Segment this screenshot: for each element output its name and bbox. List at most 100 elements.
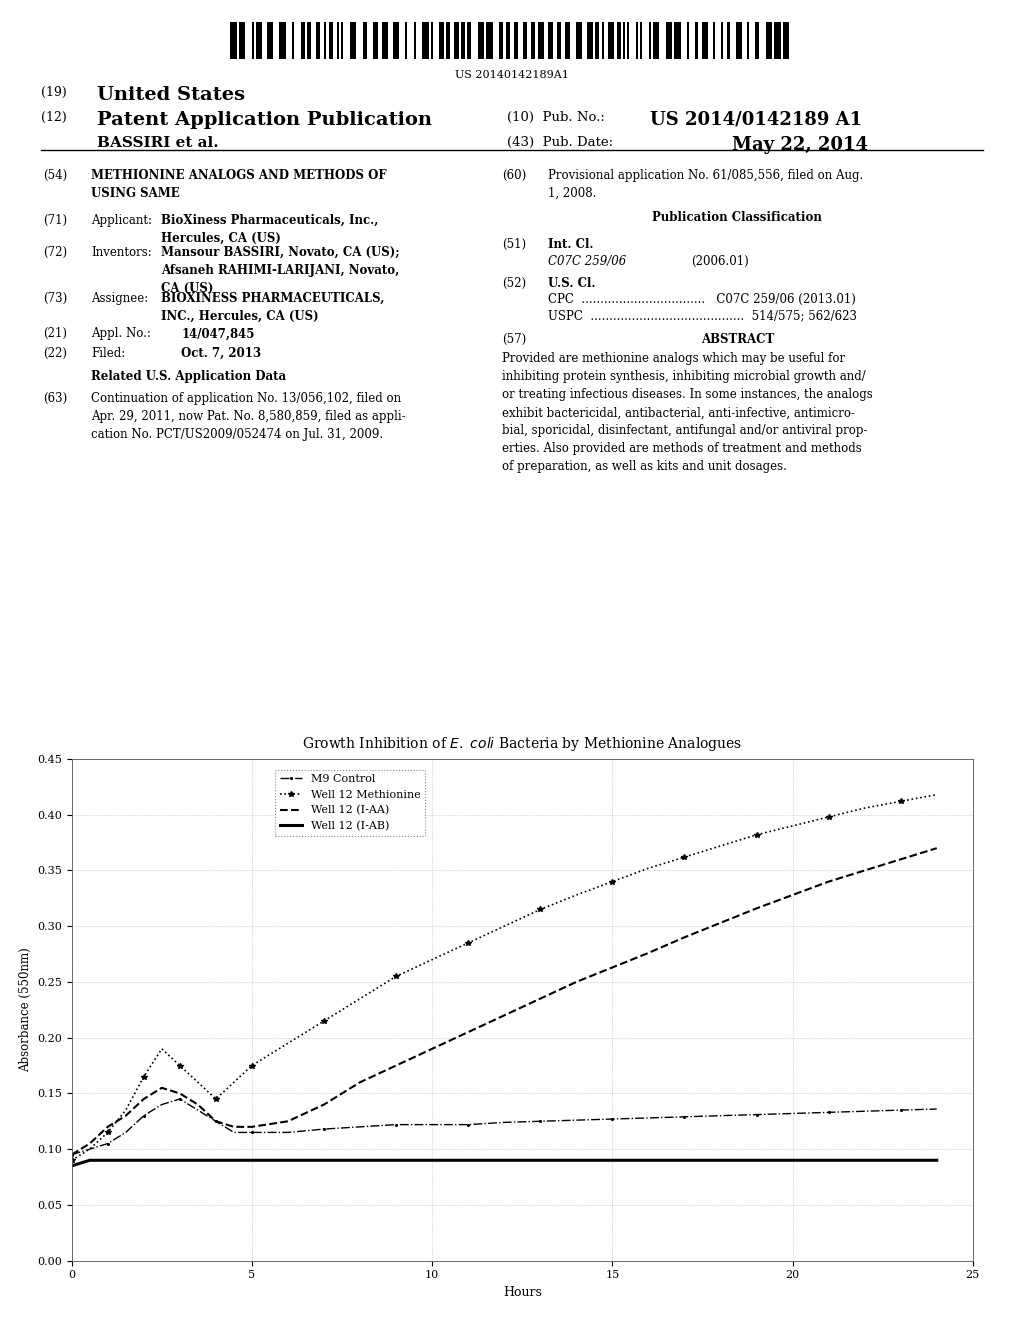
Bar [746,22,749,59]
M9 Control [120,1125,132,1140]
Bar [506,22,510,59]
Well 12 (I-AA) [858,862,870,878]
Bar [766,22,772,59]
Well 12 (I-AA) [462,1024,474,1040]
Well 12 (I-AB) [210,1152,222,1168]
Text: (71): (71) [43,214,68,227]
Well 12 (I-AA) [156,1080,168,1096]
Text: CPC  .................................   C07C 259/06 (2013.01): CPC ................................. C0… [548,293,856,306]
Bar [652,22,659,59]
Well 12 (I-AA) [822,874,835,890]
M9 Control [462,1117,474,1133]
Well 12 Methionine [426,952,438,968]
Well 12 Methionine [642,861,654,876]
Bar [616,22,621,59]
Line: M9 Control: M9 Control [70,1097,938,1156]
Bar [565,22,569,59]
Text: (2006.01): (2006.01) [691,255,749,268]
Text: (22): (22) [43,347,67,360]
Well 12 Methionine [354,991,367,1007]
Bar [736,22,742,59]
Well 12 Methionine [570,887,583,903]
M9 Control [317,1121,330,1137]
M9 Control [66,1147,78,1163]
Well 12 (I-AA) [535,991,547,1007]
Well 12 Methionine [191,1074,204,1090]
Bar [478,22,484,59]
Text: (57): (57) [502,333,526,346]
Line: Well 12 (I-AB): Well 12 (I-AB) [72,1160,937,1166]
Line: Well 12 Methionine: Well 12 Methionine [69,792,940,1163]
Well 12 Methionine [715,838,727,854]
Well 12 (I-AA) [210,1113,222,1129]
Text: BIOXINESS PHARMACEUTICALS,
INC., Hercules, CA (US): BIOXINESS PHARMACEUTICALS, INC., Hercule… [161,292,384,322]
Well 12 (I-AA) [174,1085,186,1101]
M9 Control [191,1102,204,1118]
Bar [307,22,311,59]
M9 Control [642,1110,654,1126]
Bar [362,22,367,59]
Well 12 (I-AB) [317,1152,330,1168]
Bar [467,22,471,59]
Bar [601,22,604,59]
Bar [636,22,638,59]
Well 12 (I-AB) [678,1152,690,1168]
Bar [727,22,729,59]
Well 12 Methionine [317,1012,330,1028]
M9 Control [678,1109,690,1125]
M9 Control [822,1105,835,1121]
Well 12 Methionine [120,1102,132,1118]
Well 12 (I-AA) [570,974,583,990]
Well 12 (I-AA) [642,945,654,961]
Bar [406,22,408,59]
Text: 14/047,845: 14/047,845 [181,327,255,341]
M9 Control [895,1102,907,1118]
Well 12 Methionine [931,787,943,803]
Well 12 (I-AA) [317,1097,330,1113]
Well 12 (I-AB) [227,1152,240,1168]
Bar [774,22,780,59]
Bar [280,22,286,59]
Text: (73): (73) [43,292,68,305]
Bar [548,22,553,59]
Bar [674,22,681,59]
Bar [350,22,356,59]
Text: Inventors:: Inventors: [91,246,152,259]
Bar [538,22,544,59]
M9 Control [498,1114,510,1130]
M9 Control [137,1107,150,1123]
Well 12 (I-AA) [390,1057,402,1073]
Well 12 (I-AA) [191,1097,204,1113]
Well 12 (I-AB) [354,1152,367,1168]
Well 12 (I-AA) [498,1007,510,1023]
Bar [648,22,650,59]
Well 12 Methionine [390,969,402,985]
Line: Well 12 (I-AA): Well 12 (I-AA) [72,849,937,1155]
Well 12 Methionine [137,1069,150,1085]
M9 Control [715,1107,727,1123]
Text: (10)  Pub. No.:: (10) Pub. No.: [507,111,605,124]
Bar [239,22,246,59]
Text: Provided are methionine analogs which may be useful for
inhibiting protein synth: Provided are methionine analogs which ma… [502,352,872,474]
Well 12 (I-AB) [462,1152,474,1168]
Text: May 22, 2014: May 22, 2014 [732,136,868,154]
Well 12 (I-AB) [535,1152,547,1168]
Text: (54): (54) [43,169,68,182]
Well 12 (I-AA) [227,1119,240,1135]
Bar [522,22,527,59]
Well 12 (I-AA) [678,929,690,945]
Well 12 (I-AB) [786,1152,799,1168]
Text: U.S. Cl.: U.S. Cl. [548,277,595,290]
Well 12 (I-AB) [174,1152,186,1168]
Well 12 (I-AA) [120,1107,132,1123]
Well 12 Methionine [66,1152,78,1168]
Bar [587,22,593,59]
Text: United States: United States [97,86,246,104]
Bar [575,22,583,59]
Well 12 (I-AA) [282,1113,294,1129]
Text: C07C 259/06: C07C 259/06 [548,255,626,268]
M9 Control [426,1117,438,1133]
Well 12 Methionine [535,902,547,917]
Well 12 (I-AB) [858,1152,870,1168]
Bar [325,22,327,59]
